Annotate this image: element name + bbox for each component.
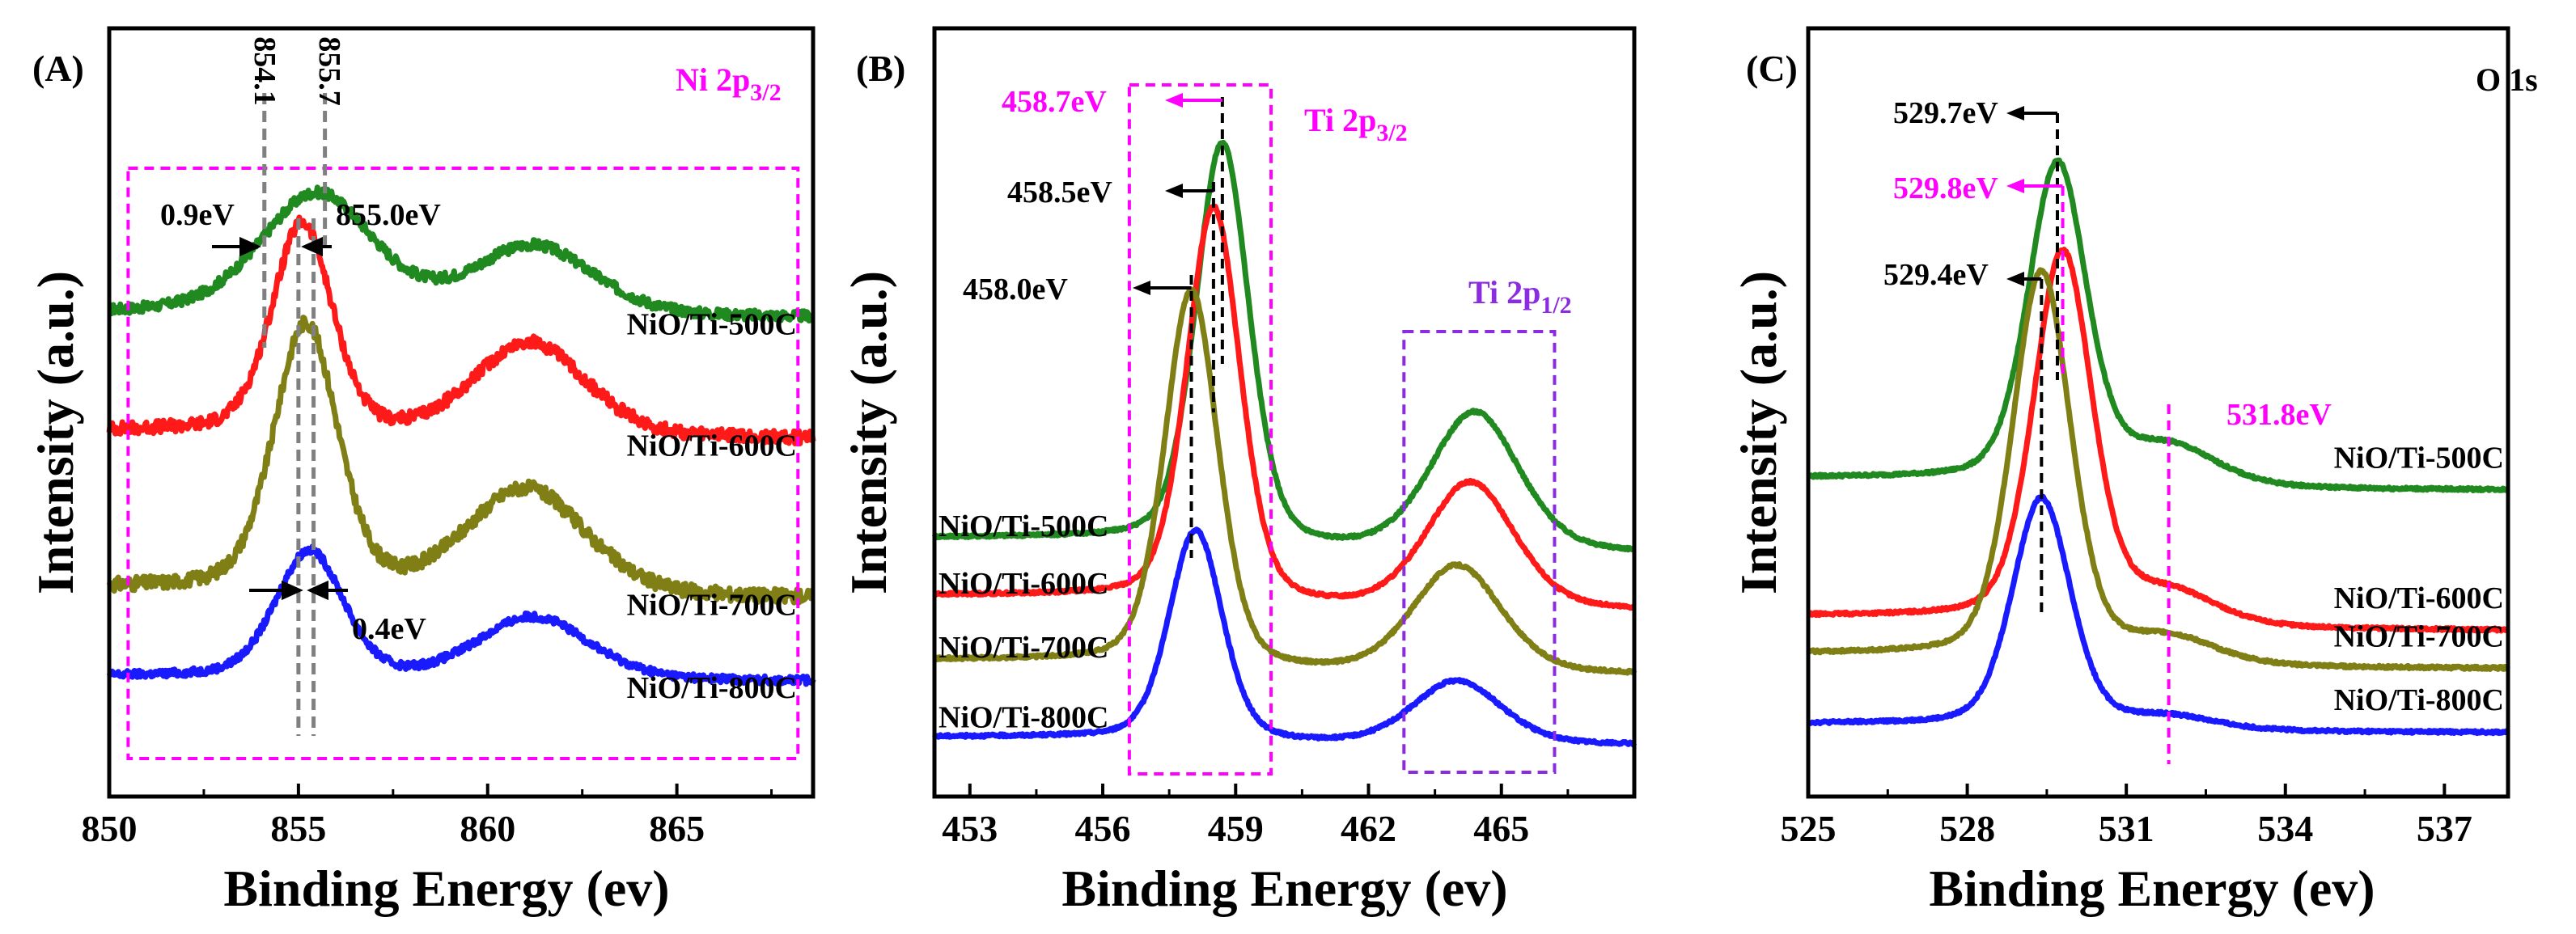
axes-frame-b (932, 26, 1637, 799)
x-tick-label: 465 (1473, 808, 1529, 849)
series-line-nio-ti-700c (932, 286, 1638, 676)
series-line-nio-ti-500c (107, 184, 816, 324)
x-tick-label: 850 (82, 808, 138, 849)
annot-arrowhead (2006, 179, 2024, 193)
series-line-nio-ti-500c (931, 139, 1637, 553)
series-label-nio-ti-600c: NiO/Ti-600C (627, 429, 797, 463)
annot-529-8: 529.8eV (1893, 171, 1998, 205)
panel-a-label: (A) (32, 48, 84, 89)
series-label-nio-ti-700c: NiO/Ti-700C (627, 588, 797, 622)
panel-b-axes: 453 456 459 462 465 (932, 26, 1637, 849)
panel-a-xlabel: Binding Energy (ev) (223, 860, 669, 917)
panel-c: (C) Intensity (a.u.) Binding Energy (ev)… (1730, 26, 2538, 917)
series-label-nio-ti-500c: NiO/Ti-500C (2334, 442, 2504, 475)
series-line-nio-ti-600c (106, 214, 816, 446)
panel-b: (B) Intensity (a.u.) Binding Energy (ev)… (840, 26, 1638, 917)
axes-frame-a (107, 26, 816, 799)
annot-0-4: 0.4eV (352, 612, 426, 646)
x-tick-label: 453 (942, 808, 998, 849)
series-line-nio-ti-800c (106, 543, 816, 687)
annot-arrowhead (2006, 272, 2024, 286)
series-label-nio-ti-800c: NiO/Ti-800C (938, 701, 1108, 735)
annot-arrowhead (1165, 184, 1183, 198)
annot-458-5: 458.5eV (1007, 175, 1112, 209)
series-line-nio-ti-700c (1806, 267, 2511, 672)
panel-a-axes: 850 855 860 865 (82, 26, 816, 849)
annot-529-7: 529.7eV (1893, 96, 1998, 130)
panel-a-marks: NiO/Ti-500C NiO/Ti-600C NiO/Ti-700C NiO/Ti-… (106, 93, 816, 760)
series-line-nio-ti-500c (1806, 157, 2510, 493)
annot-0-9: 0.9eV (160, 198, 235, 232)
panel-b-xlabel: Binding Energy (ev) (1061, 860, 1507, 917)
series-label-nio-ti-600c: NiO/Ti-600C (2334, 581, 2504, 615)
x-tick-label: 865 (649, 808, 705, 849)
annot-531-8: 531.8eV (2226, 398, 2332, 432)
x-tick-label: 534 (2257, 808, 2313, 849)
panel-a-ylabel: Intensity (a.u.) (27, 271, 84, 594)
x-tick-label: 456 (1075, 808, 1131, 849)
annot-529-4: 529.4eV (1883, 258, 1989, 292)
x-tick-label: 537 (2417, 808, 2472, 849)
series-line-nio-ti-700c (106, 315, 816, 606)
series-label-nio-ti-600c: NiO/Ti-600C (938, 567, 1108, 601)
annot-arrowhead (1165, 93, 1183, 108)
series-label-nio-ti-800c: NiO/Ti-800C (2334, 683, 2504, 717)
panel-c-xlabel: Binding Energy (ev) (1929, 860, 2375, 917)
x-tick-label: 528 (1939, 808, 1995, 849)
series-line-nio-ti-600c (1806, 247, 2510, 634)
x-tick-label: 525 (1781, 808, 1837, 849)
annot-box-ti2p32 (1127, 83, 1273, 776)
panel-c-title: O 1s (2476, 61, 2538, 98)
annot-box-ni2p (126, 167, 800, 760)
annot-box-ti2p12 (1402, 330, 1557, 774)
annot-855-7: 855.7 (312, 36, 346, 106)
panel-b-ylabel: Intensity (a.u.) (840, 271, 897, 594)
panel-b-label: (B) (856, 48, 905, 89)
series-label-nio-ti-500c: NiO/Ti-500C (627, 307, 797, 341)
x-tick-label: 459 (1208, 808, 1264, 849)
annot-arrows-a (212, 236, 348, 601)
panel-b-region1-title: Ti 2p3/2 (1304, 102, 1408, 146)
annot-854-1: 854.1 (248, 36, 282, 106)
panel-b-marks: NiO/Ti-500C NiO/Ti-600C NiO/Ti-700C NiO/Ti-… (931, 83, 1638, 776)
panel-c-marks: NiO/Ti-500C NiO/Ti-600C NiO/Ti-700C NiO/Ti-… (1806, 106, 2511, 764)
panel-b-region2-title: Ti 2p1/2 (1468, 274, 1572, 319)
annot-458-7: 458.7eV (1002, 85, 1107, 119)
panel-a: (A) Intensity (a.u.) Binding Energy (ev)… (27, 26, 816, 917)
series-line-nio-ti-600c (932, 204, 1637, 611)
series-label-nio-ti-700c: NiO/Ti-700C (2334, 619, 2504, 653)
x-tick-label: 860 (460, 808, 515, 849)
annot-arrowhead (2006, 106, 2024, 120)
annot-arrowhead (1133, 281, 1150, 295)
x-tick-label: 855 (270, 808, 326, 849)
annot-458-0: 458.0eV (963, 273, 1068, 306)
annot-855-0: 855.0eV (336, 198, 441, 232)
panel-a-title: Ni 2p3/2 (676, 61, 782, 106)
panel-c-label: (C) (1746, 48, 1798, 89)
x-tick-label: 462 (1341, 808, 1396, 849)
panel-c-axes: 525 528 531 534 537 (1781, 26, 2510, 849)
series-line-nio-ti-800c (932, 526, 1638, 748)
series-label-nio-ti-800c: NiO/Ti-800C (627, 671, 797, 705)
series-label-nio-ti-500c: NiO/Ti-500C (938, 509, 1108, 543)
panel-c-ylabel: Intensity (a.u.) (1730, 271, 1787, 594)
series-line-nio-ti-800c (1806, 493, 2510, 737)
x-tick-label: 531 (2099, 808, 2154, 849)
series-label-nio-ti-700c: NiO/Ti-700C (938, 631, 1108, 665)
axes-frame-c (1806, 26, 2510, 799)
